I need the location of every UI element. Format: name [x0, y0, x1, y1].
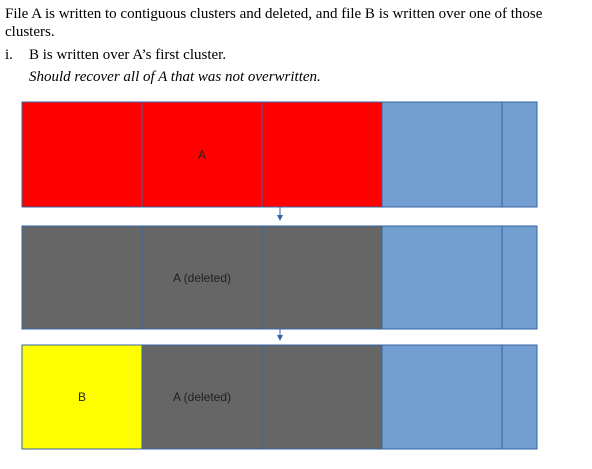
row1-cluster-4 — [381, 101, 503, 208]
note-text: Should recover all of A that was not ove… — [29, 69, 321, 85]
down-arrow-icon — [277, 329, 283, 341]
row2-cluster-2 — [141, 225, 263, 330]
cluster-row-2: A (deleted) — [21, 225, 538, 330]
cluster-row-3: B A (deleted) — [21, 344, 538, 450]
intro-text: File A is written to contiguous clusters… — [5, 6, 543, 40]
row1-label-a: A — [198, 148, 206, 162]
row3-cluster-1 — [21, 344, 143, 450]
row3-label-a-deleted: A (deleted) — [173, 390, 231, 404]
list-item-number: i. — [5, 47, 13, 63]
down-arrow-icon — [277, 207, 283, 221]
row1-cluster-2 — [141, 101, 263, 208]
row2-label-a-deleted: A (deleted) — [173, 271, 231, 285]
row1-cluster-5 — [501, 101, 538, 208]
row3-cluster-3 — [261, 344, 383, 450]
row2-cluster-4 — [381, 225, 503, 330]
row3-cluster-2 — [141, 344, 263, 450]
row3-cluster-4 — [381, 344, 503, 450]
row1-cluster-1 — [21, 101, 143, 208]
row2-cluster-5 — [501, 225, 538, 330]
row1-cluster-3 — [261, 101, 383, 208]
row3-label-b: B — [78, 390, 86, 404]
row2-cluster-3 — [261, 225, 383, 330]
list-item-i: i. B is written over A’s first cluster. — [5, 46, 226, 64]
cluster-row-1: A — [21, 101, 538, 208]
row2-cluster-1 — [21, 225, 143, 330]
list-item-text: B is written over A’s first cluster. — [29, 47, 227, 63]
row3-cluster-5 — [501, 344, 538, 450]
